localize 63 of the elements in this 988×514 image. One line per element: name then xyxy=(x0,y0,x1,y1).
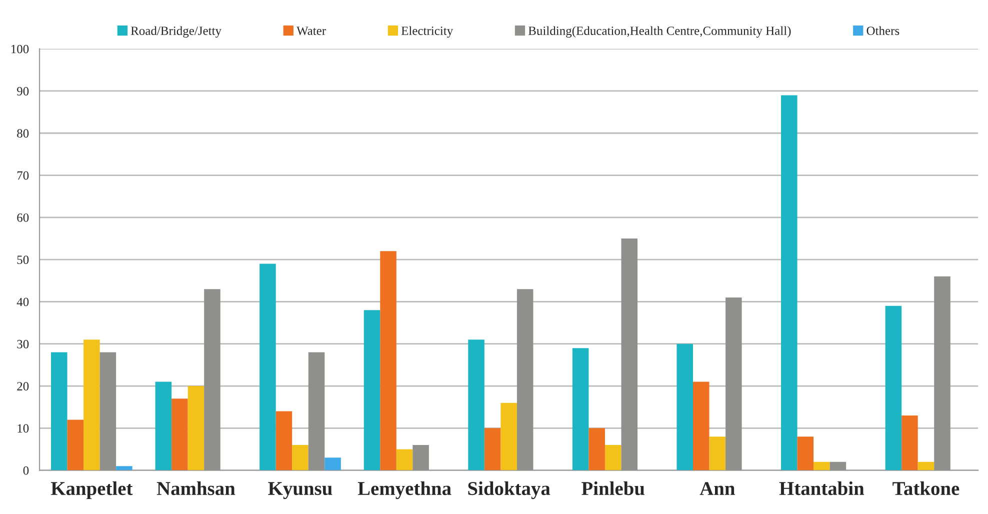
bar xyxy=(116,466,132,470)
bar xyxy=(781,95,798,470)
x-tick-label: Kyunsu xyxy=(268,482,332,500)
y-tick-label: 20 xyxy=(17,382,29,390)
bar xyxy=(709,436,726,470)
bar xyxy=(902,416,918,470)
y-tick-label: 90 xyxy=(17,87,29,96)
y-tick-label: 30 xyxy=(17,340,29,348)
bar xyxy=(308,352,325,470)
bar xyxy=(276,411,292,470)
bar xyxy=(588,428,605,470)
bar xyxy=(676,344,693,470)
bar xyxy=(885,306,902,470)
bar xyxy=(572,348,589,470)
y-tick-label: 0 xyxy=(23,466,29,475)
y-tick-label: 60 xyxy=(17,213,29,222)
bar xyxy=(918,462,934,470)
bar xyxy=(84,340,100,470)
bar xyxy=(364,310,380,470)
bar xyxy=(500,402,517,470)
bar xyxy=(484,428,501,470)
bar xyxy=(155,382,172,470)
bar xyxy=(100,352,116,470)
bar xyxy=(814,462,830,470)
bar xyxy=(324,458,341,470)
bar xyxy=(621,238,638,470)
bar xyxy=(692,382,710,470)
x-tick-label: Namhsan xyxy=(156,481,236,496)
y-tick-label: 40 xyxy=(16,298,29,306)
bar xyxy=(412,445,429,470)
x-tick-label: Tatkone xyxy=(892,481,960,496)
bar xyxy=(934,276,950,470)
bar xyxy=(67,420,84,470)
x-tick-label: Lemyethna xyxy=(358,481,452,500)
legend-label: Water xyxy=(296,26,326,36)
y-tick-label: 70 xyxy=(17,171,29,180)
bar xyxy=(204,289,220,470)
y-tick-label: 10 xyxy=(18,424,29,433)
bar xyxy=(468,340,484,470)
x-tick-label: Pinlebu xyxy=(582,481,644,496)
legend-label: Others xyxy=(866,26,900,36)
bar xyxy=(516,289,534,470)
y-tick-label: 80 xyxy=(17,129,29,138)
bar xyxy=(380,251,396,470)
x-tick-label: Kanpetlet xyxy=(50,481,133,500)
x-tick-label: Htantabin xyxy=(779,481,864,496)
x-tick-label: Ann xyxy=(700,482,735,495)
y-tick-label: 50 xyxy=(17,256,29,264)
legend-label: Electricity xyxy=(401,26,454,38)
y-tick-label: 100 xyxy=(11,44,29,54)
bar xyxy=(260,264,276,470)
bar xyxy=(292,445,308,470)
legend-label: Building(Education,Health Centre,Community Hall) xyxy=(528,26,791,38)
bar xyxy=(172,398,188,470)
bar xyxy=(797,436,814,470)
x-tick-label: Sidoktaya xyxy=(468,481,550,500)
bar xyxy=(396,449,413,470)
legend-label: Road/Bridge/Jetty xyxy=(130,26,222,38)
bar xyxy=(50,352,68,470)
bar xyxy=(726,298,742,470)
bar xyxy=(604,445,622,470)
bar xyxy=(830,462,846,470)
bar xyxy=(188,386,204,470)
